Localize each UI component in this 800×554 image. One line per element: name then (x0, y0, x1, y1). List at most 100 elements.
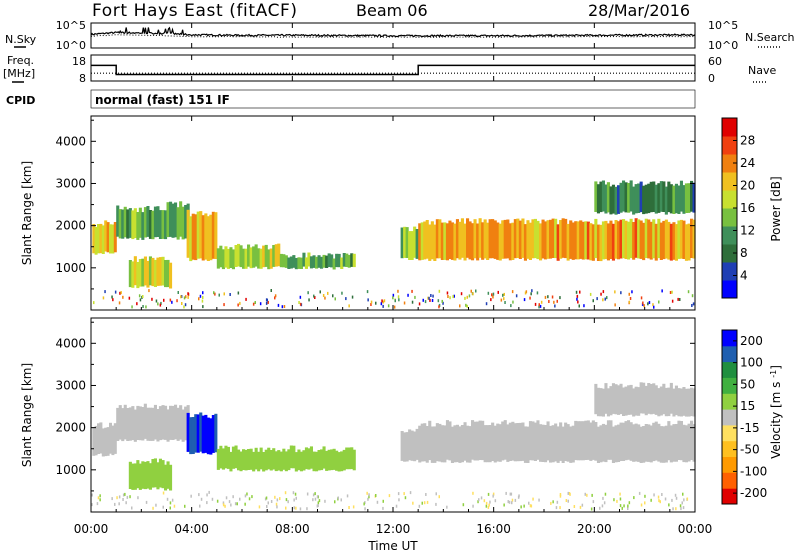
heatmap-cell (659, 181, 663, 212)
heatmap-cell (158, 210, 162, 239)
heatmap-cell (692, 424, 696, 462)
heatmap-speckle (294, 492, 297, 496)
heatmap-speckle (497, 290, 499, 294)
heatmap-cell (551, 218, 555, 258)
heatmap-cell (546, 220, 550, 259)
heatmap-cell (513, 219, 517, 259)
heatmap-speckle (548, 300, 550, 303)
heatmap-speckle (367, 497, 369, 501)
heatmap-cell (415, 428, 419, 460)
heatmap-speckle (265, 301, 268, 305)
heatmap-speckle (159, 303, 162, 307)
heatmap-cell (327, 253, 331, 267)
heatmap-cell (654, 421, 658, 461)
heatmap-cell (99, 223, 103, 254)
heatmap-speckle (613, 498, 615, 502)
heatmap-speckle (658, 300, 660, 304)
heatmap-cell (226, 446, 230, 469)
heatmap-speckle (692, 302, 695, 306)
heatmap-cell (596, 224, 600, 261)
power-colorbar: 4 8 12 16 20 24 28 (721, 117, 755, 299)
heatmap-speckle (370, 300, 373, 304)
heatmap-cell (302, 450, 306, 471)
heatmap-cell (544, 425, 548, 463)
heatmap-cell (564, 422, 568, 461)
heatmap-cell (191, 417, 195, 454)
heatmap-speckle (279, 497, 281, 501)
heatmap-cell (546, 421, 550, 461)
heatmap-speckle (160, 301, 162, 305)
heatmap-cell (148, 463, 152, 490)
heatmap-speckle (620, 291, 622, 295)
heatmap-speckle (317, 501, 320, 505)
heatmap-speckle (225, 496, 228, 500)
heatmap-cell (174, 404, 178, 440)
heatmap-speckle (318, 499, 321, 503)
heatmap-region-9 (594, 180, 696, 215)
heatmap-cell (624, 182, 628, 213)
heatmap-speckle (383, 299, 386, 303)
heatmap-cell (601, 388, 605, 417)
heatmap-cell (128, 407, 132, 441)
heatmap-speckle (169, 298, 172, 302)
heatmap-cell (659, 426, 663, 463)
heatmap-region-2 (128, 458, 173, 491)
heatmap-cell (219, 445, 223, 469)
heatmap-speckle (576, 294, 579, 298)
heatmap-speckle (285, 498, 288, 502)
heatmap-speckle (604, 297, 606, 301)
heatmap-speckle (382, 304, 384, 308)
heatmap-cell (161, 256, 165, 286)
ytick-label: 4000 (55, 336, 86, 350)
heatmap-cell (541, 424, 545, 462)
noise-ytick-bottom-right: 10^0 (708, 39, 738, 52)
heatmap-cell (498, 223, 502, 261)
heatmap-cell (619, 219, 623, 259)
heatmap-cell (254, 447, 258, 470)
heatmap-cell (622, 387, 626, 416)
heatmap-speckle (514, 498, 517, 502)
colorbar-swatch (722, 409, 737, 426)
heatmap-cell (518, 422, 522, 462)
heatmap-speckle (287, 500, 289, 504)
heatmap-speckle (523, 504, 525, 508)
xtick-label: 20:00 (577, 522, 612, 536)
heatmap-speckle (590, 507, 593, 511)
heatmap-cell (408, 429, 412, 461)
heatmap-speckle (616, 499, 618, 503)
heatmap-cell (554, 423, 558, 462)
heatmap-speckle (392, 293, 395, 297)
heatmap-speckle (228, 500, 231, 504)
heatmap-cell (596, 426, 600, 463)
heatmap-speckle (500, 298, 503, 302)
heatmap-cell (453, 425, 457, 463)
heatmap-cell (216, 248, 220, 269)
heatmap-cell (166, 202, 170, 238)
heatmap-speckles (93, 289, 695, 309)
colorbar-swatch (722, 172, 737, 191)
heatmap-speckle (214, 292, 216, 296)
heatmap-cell (161, 210, 165, 239)
noise-panel: 10^5 10^0 10^5 10^0 (56, 19, 738, 52)
heatmap-speckle (573, 505, 576, 508)
heatmap-cell (408, 231, 412, 260)
heatmap-speckle (307, 291, 309, 295)
heatmap-cell (533, 218, 537, 259)
heatmap-speckle (248, 497, 251, 501)
heatmap-speckle (277, 303, 280, 307)
heatmap-speckle (553, 300, 555, 304)
heatmap-cell (128, 260, 132, 288)
heatmap-speckle (148, 289, 150, 293)
heatmap-cell (138, 463, 142, 490)
heatmap-cell (564, 218, 568, 259)
heatmap-speckle (126, 495, 129, 499)
heatmap-cell (99, 422, 103, 454)
heatmap-cell (309, 446, 313, 469)
heatmap-cell (101, 225, 105, 254)
heatmap-cell (304, 257, 308, 269)
heatmap-cell (483, 219, 487, 259)
heatmap-cell (229, 451, 233, 472)
heatmap-speckle (599, 506, 601, 510)
heatmap-speckle (523, 298, 526, 302)
